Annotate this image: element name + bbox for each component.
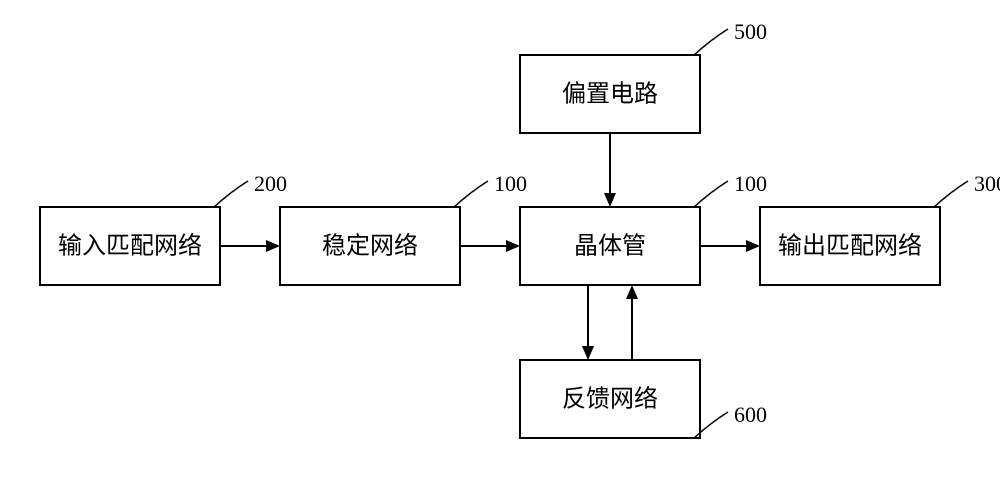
block-number: 100 <box>494 171 527 196</box>
leader-line <box>694 29 728 55</box>
leader-line <box>214 181 248 207</box>
block-number: 300 <box>974 171 1000 196</box>
block-label: 偏置电路 <box>562 81 658 108</box>
block-output_match: 输出匹配网络 <box>760 207 940 285</box>
block-number: 100 <box>734 171 767 196</box>
block-label: 输出匹配网络 <box>778 233 922 260</box>
block-input_match: 输入匹配网络 <box>40 207 220 285</box>
block-number: 500 <box>734 19 767 44</box>
block-bias_circuit: 偏置电路 <box>520 55 700 133</box>
block-number: 200 <box>254 171 287 196</box>
block-label: 反馈网络 <box>562 386 658 413</box>
block-label: 稳定网络 <box>322 233 418 260</box>
block-feedback_net: 反馈网络 <box>520 360 700 438</box>
block-diagram: 输入匹配网络 稳定网络 晶体管 输出匹配网络 偏置电路反馈网络 200 100 100 300 5… <box>0 0 1000 504</box>
block-transistor: 晶体管 <box>520 207 700 285</box>
block-label: 输入匹配网络 <box>58 233 202 260</box>
block-number: 600 <box>734 402 767 427</box>
leader-line <box>934 181 968 207</box>
leader-line <box>694 181 728 207</box>
leader-line <box>454 181 488 207</box>
block-stable_net: 稳定网络 <box>280 207 460 285</box>
block-label: 晶体管 <box>574 233 646 260</box>
